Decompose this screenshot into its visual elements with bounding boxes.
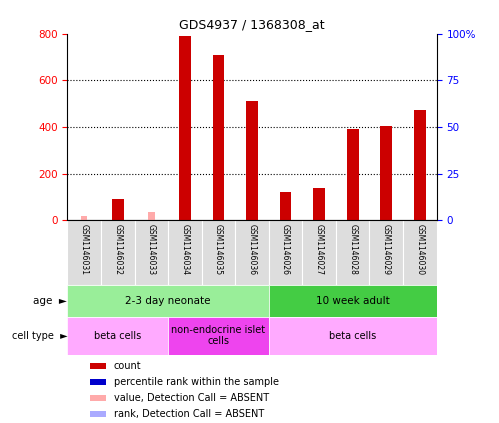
Bar	[168, 317, 269, 354]
Text: GSM1146031: GSM1146031	[80, 224, 89, 275]
Bar	[89, 363, 106, 369]
Text: 2-3 day neonate: 2-3 day neonate	[125, 296, 211, 306]
Text: non-endocrine islet
cells: non-endocrine islet cells	[171, 325, 265, 346]
Text: rank, Detection Call = ABSENT: rank, Detection Call = ABSENT	[114, 409, 264, 419]
Bar	[202, 220, 235, 285]
Text: GSM1146026: GSM1146026	[281, 224, 290, 275]
Bar	[235, 220, 269, 285]
Text: GSM1146028: GSM1146028	[348, 224, 357, 275]
Bar	[269, 317, 437, 354]
Text: GSM1146030: GSM1146030	[415, 224, 424, 275]
Bar	[380, 126, 392, 220]
Bar	[313, 188, 325, 220]
Bar	[179, 36, 191, 220]
Bar	[347, 129, 359, 220]
Text: GSM1146027: GSM1146027	[315, 224, 324, 275]
Bar	[89, 396, 106, 401]
Bar	[213, 55, 224, 220]
Text: beta cells: beta cells	[94, 331, 141, 341]
Bar	[279, 192, 291, 220]
Bar	[67, 317, 168, 354]
Text: percentile rank within the sample: percentile rank within the sample	[114, 377, 278, 387]
Bar	[89, 412, 106, 417]
Bar	[336, 220, 369, 285]
Bar	[302, 220, 336, 285]
Bar	[168, 220, 202, 285]
Bar	[135, 220, 168, 285]
Text: count: count	[114, 361, 141, 371]
Text: GSM1146032: GSM1146032	[113, 224, 122, 275]
Bar	[148, 212, 155, 220]
Bar	[112, 200, 124, 220]
Bar	[67, 285, 269, 317]
Text: GSM1146035: GSM1146035	[214, 224, 223, 275]
Bar	[81, 216, 87, 220]
Text: cell type  ►: cell type ►	[12, 331, 67, 341]
Text: 10 week adult: 10 week adult	[316, 296, 390, 306]
Bar	[269, 285, 437, 317]
Bar	[403, 220, 437, 285]
Bar	[89, 379, 106, 385]
Text: age  ►: age ►	[33, 296, 67, 306]
Bar	[246, 102, 258, 220]
Text: GSM1146033: GSM1146033	[147, 224, 156, 275]
Bar	[67, 220, 101, 285]
Text: GSM1146036: GSM1146036	[248, 224, 256, 275]
Bar	[101, 220, 135, 285]
Text: beta cells: beta cells	[329, 331, 376, 341]
Text: value, Detection Call = ABSENT: value, Detection Call = ABSENT	[114, 393, 268, 403]
Bar	[414, 110, 426, 220]
Bar	[269, 220, 302, 285]
Text: GSM1146034: GSM1146034	[180, 224, 189, 275]
Title: GDS4937 / 1368308_at: GDS4937 / 1368308_at	[179, 18, 325, 31]
Bar	[369, 220, 403, 285]
Text: GSM1146029: GSM1146029	[382, 224, 391, 275]
